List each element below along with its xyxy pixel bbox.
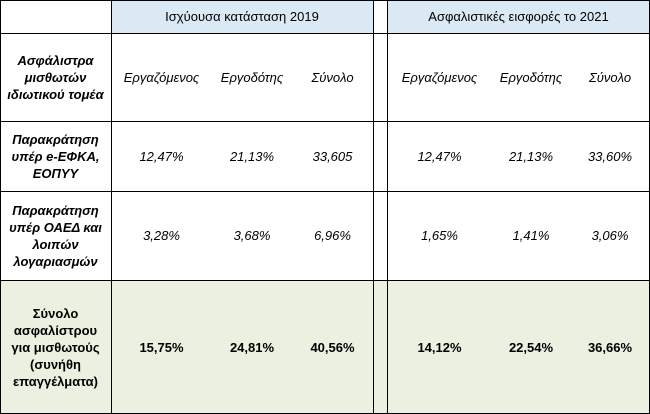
cell-total-future-employee: 14,12%	[387, 280, 492, 414]
cell-oaed-future-employee: 1,65%	[387, 191, 492, 280]
grid-line-left	[0, 0, 1, 414]
cell-oaed-current-employer: 3,68%	[212, 191, 292, 280]
grid-line-row2-bottom	[0, 280, 650, 281]
cell-efka-current-employer: 21,13%	[212, 121, 292, 191]
cell-value: 12,47%	[139, 148, 184, 164]
cell-value: 33,605	[312, 148, 353, 164]
col-header-current-employee: Εργαζόμενος	[111, 33, 212, 121]
cell-total-current-total: 40,56%	[292, 280, 373, 414]
cell-value: 36,66%	[587, 339, 633, 355]
group-header-current-label: Ισχύουσα κατάσταση 2019	[165, 9, 319, 24]
cell-total-gap	[373, 280, 387, 414]
cell-efka-current-total: 33,605	[292, 121, 373, 191]
col-header-current-employer-label: Εργοδότης	[220, 69, 284, 85]
col-header-future-employee: Εργαζόμενος	[387, 33, 492, 121]
cell-value: 3,28%	[143, 228, 180, 243]
col-header-current-employee-label: Εργαζόμενος	[123, 69, 200, 85]
grid-line-after-label	[111, 0, 112, 414]
cell-value: 21,13%	[508, 148, 554, 164]
cell-value: 15,75%	[139, 339, 184, 355]
cell-value: 3,06%	[591, 228, 629, 243]
cell-value: 24,81%	[229, 339, 275, 355]
cell-value: 22,54%	[508, 339, 554, 355]
cell-efka-future-employee: 12,47%	[387, 121, 492, 191]
col-header-future-total-label: Σύνολο	[588, 69, 632, 85]
cell-oaed-future-total: 3,06%	[570, 191, 650, 280]
col-header-current-employer: Εργοδότης	[212, 33, 292, 121]
grid-line-before-gap	[373, 0, 374, 414]
group-gap-cell	[373, 0, 387, 33]
group-header-current: Ισχύουσα κατάσταση 2019	[111, 0, 373, 33]
group-header-future-label: Ασφαλιστικές εισφορές το 2021	[428, 9, 609, 24]
grid-line-row1-bottom	[0, 191, 650, 192]
row-label-efka-text: Παρακράτηση υπέρ e-ΕΦΚΑ, ΕΟΠΥΥ	[11, 131, 100, 181]
cell-total-current-employee: 15,75%	[111, 280, 212, 414]
cell-total-current-employer: 24,81%	[212, 280, 292, 414]
row-label-oaed-text: Παρακράτηση υπέρ ΟΑΕΔ και λοιπών λογαρια…	[9, 202, 102, 269]
grid-line-header-bottom	[0, 121, 650, 122]
cell-total-future-employer: 22,54%	[492, 280, 570, 414]
corner-top-cell	[0, 0, 111, 33]
cell-value: 1,65%	[421, 228, 458, 243]
cell-total-future-total: 36,66%	[570, 280, 650, 414]
col-header-future-employer-label: Εργοδότης	[499, 69, 563, 85]
col-header-future-total: Σύνολο	[570, 33, 650, 121]
row-label-total-text: Σύνολο ασφαλίστρου για μισθωτούς (συνήθη…	[11, 305, 100, 389]
cell-value: 6,96%	[314, 228, 351, 243]
col-header-future-employer: Εργοδότης	[492, 33, 570, 121]
corner-header-label: Ασφάλιστρα μισθωτών ιδιωτικού τομέα	[7, 52, 104, 102]
cell-value: 12,47%	[417, 148, 462, 164]
cell-efka-current-employee: 12,47%	[111, 121, 212, 191]
group-header-future: Ασφαλιστικές εισφορές το 2021	[387, 0, 650, 33]
row-label-total: Σύνολο ασφαλίστρου για μισθωτούς (συνήθη…	[0, 280, 111, 414]
grid-line-group-bottom	[0, 33, 650, 34]
cell-value: 1,41%	[512, 228, 550, 243]
cell-value: 3,68%	[233, 228, 271, 243]
cell-value: 14,12%	[417, 339, 462, 355]
col-header-future-employee-label: Εργαζόμενος	[401, 69, 478, 85]
cell-value: 21,13%	[229, 148, 275, 164]
grid-line-after-gap	[387, 0, 388, 414]
col-header-current-total-label: Σύνολο	[311, 69, 354, 85]
row-label-oaed: Παρακράτηση υπέρ ΟΑΕΔ και λοιπών λογαρια…	[0, 191, 111, 280]
cell-value: 33,60%	[587, 148, 633, 164]
cell-oaed-current-employee: 3,28%	[111, 191, 212, 280]
cell-value: 40,56%	[310, 339, 355, 355]
grid-line-top	[0, 0, 650, 1]
cell-oaed-future-employer: 1,41%	[492, 191, 570, 280]
cell-efka-future-total: 33,60%	[570, 121, 650, 191]
corner-header-cell: Ασφάλιστρα μισθωτών ιδιωτικού τομέα	[0, 33, 111, 121]
cell-oaed-current-total: 6,96%	[292, 191, 373, 280]
row-label-efka: Παρακράτηση υπέρ e-ΕΦΚΑ, ΕΟΠΥΥ	[0, 121, 111, 191]
col-header-current-total: Σύνολο	[292, 33, 373, 121]
cell-efka-future-employer: 21,13%	[492, 121, 570, 191]
